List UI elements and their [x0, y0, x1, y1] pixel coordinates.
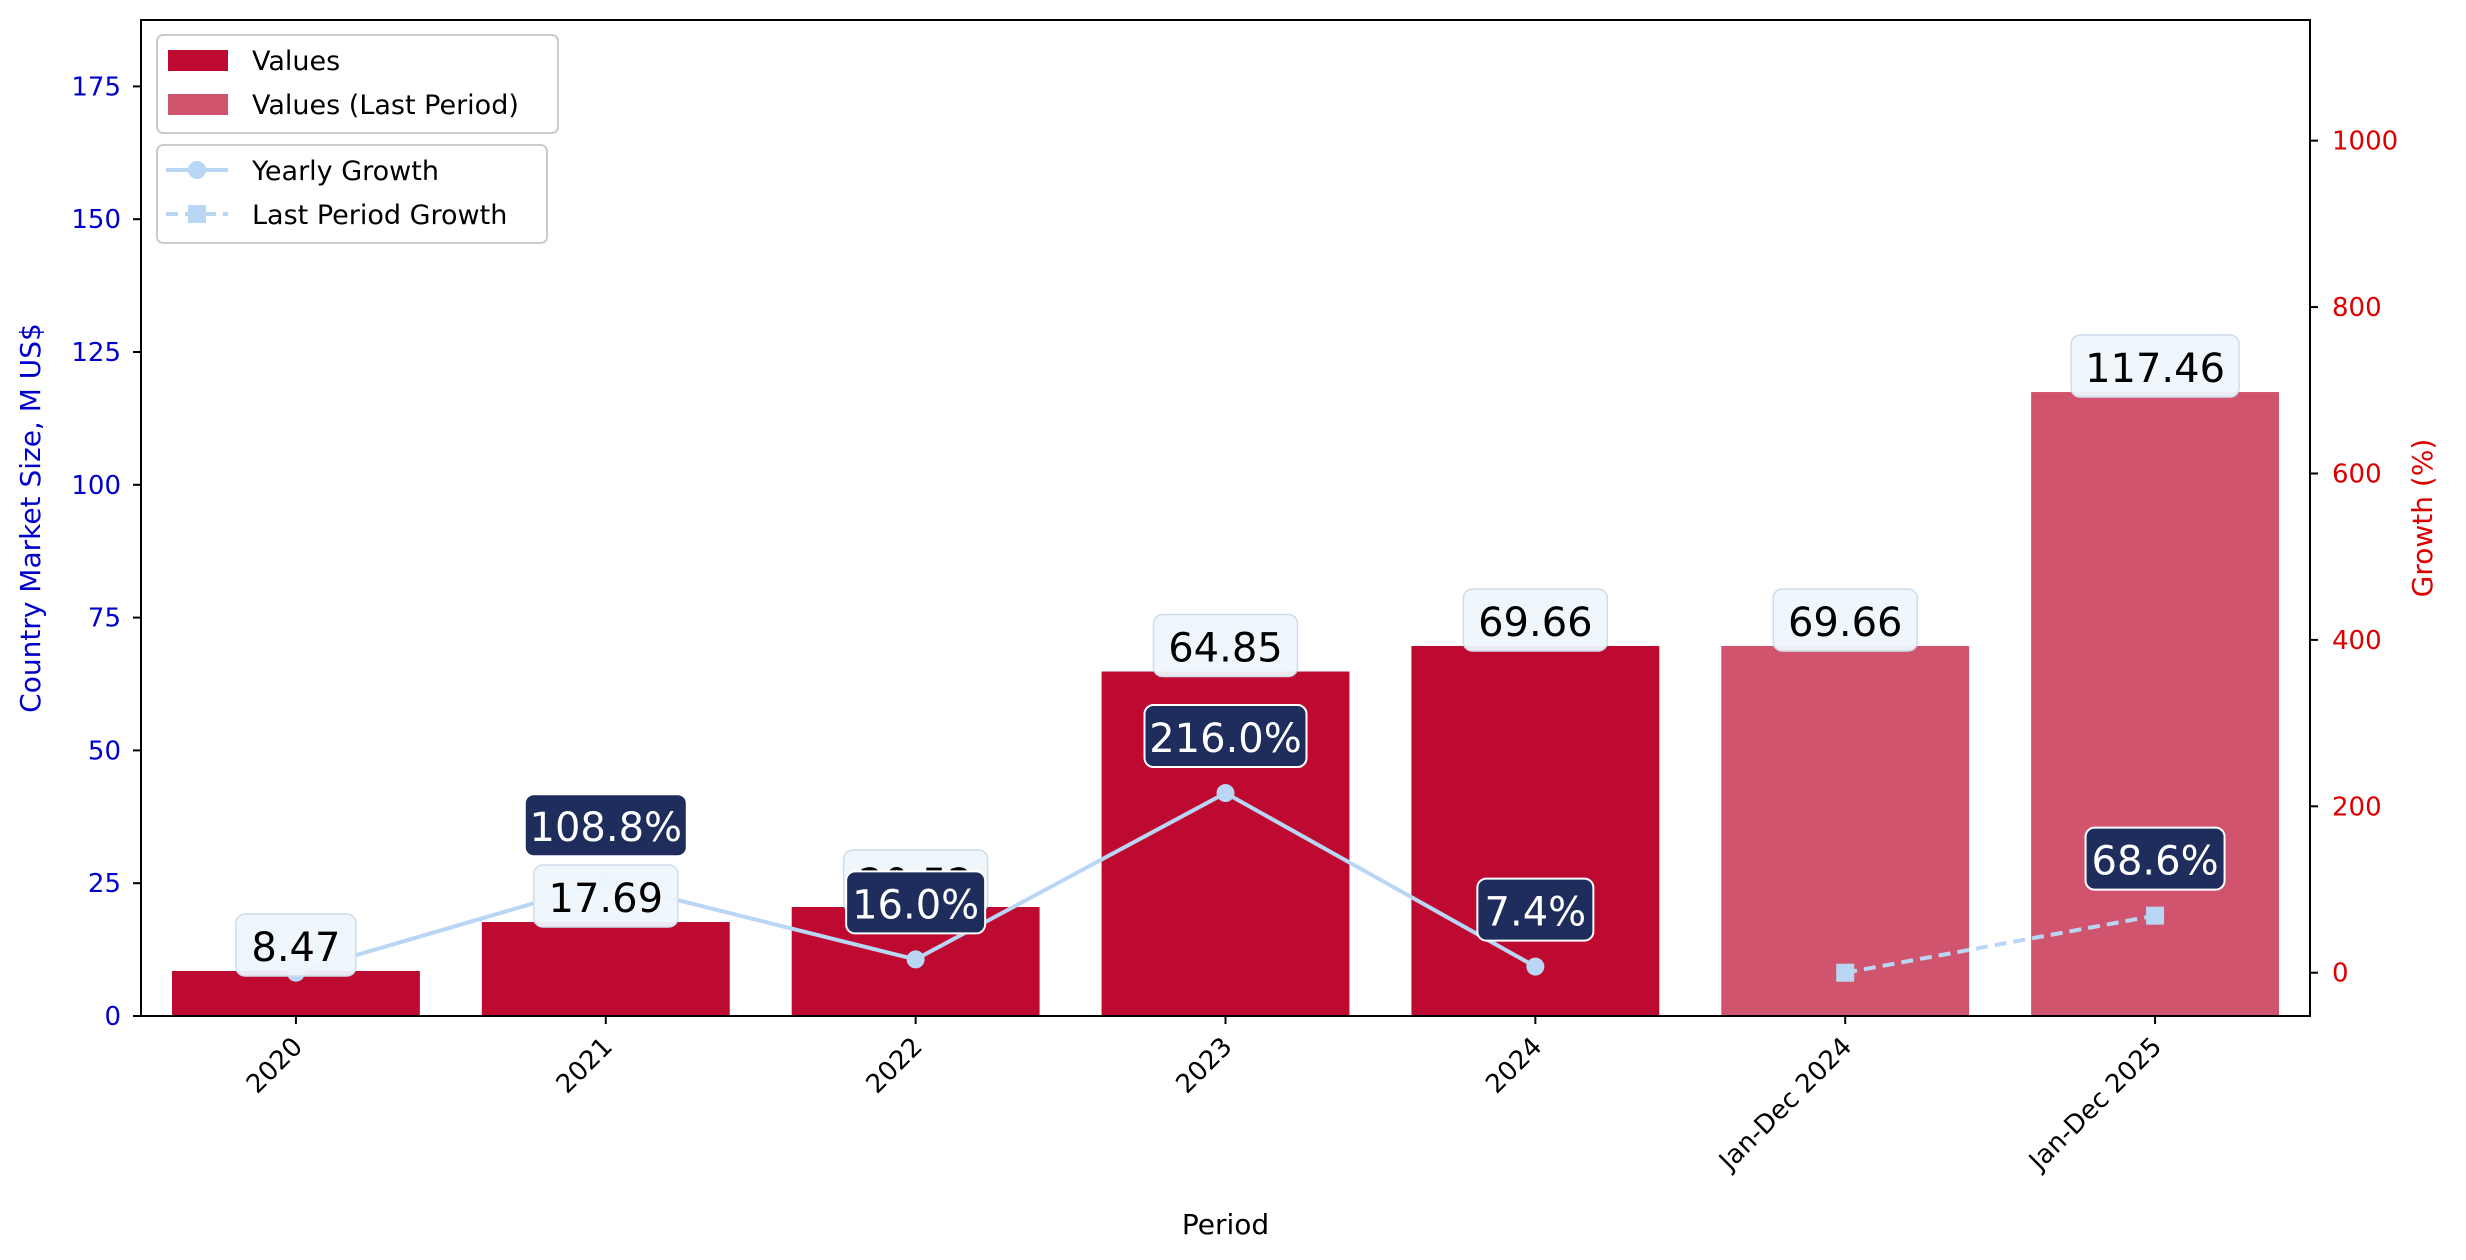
right-axis-tick-label: 0 — [2332, 959, 2349, 989]
yearly-growth-point — [1526, 957, 1545, 976]
growth-label: 108.8% — [530, 805, 683, 851]
value-label: 8.47 — [251, 925, 340, 971]
x-axis-tick-label: 2020 — [241, 1032, 309, 1100]
value-label: 64.85 — [1168, 626, 1283, 672]
value-label-box — [1462, 588, 1609, 652]
x-axis-tick-label: 2021 — [551, 1032, 619, 1100]
growth-label-box — [2084, 826, 2226, 891]
growth-label: 7.4% — [1485, 890, 1587, 936]
growth-label-box — [845, 870, 987, 935]
x-axis-title: Period — [1182, 1208, 1269, 1241]
value-label-box — [235, 913, 357, 977]
left-axis-title: Country Market Size, M US$ — [14, 323, 47, 713]
value-label: 117.46 — [2085, 346, 2225, 392]
legend-growth: Yearly Growth Last Period Growth — [156, 144, 548, 244]
right-axis-title: Growth (%) — [2406, 439, 2439, 598]
x-axis-tick-label: 2022 — [861, 1032, 929, 1100]
value-label-box — [1772, 588, 1918, 652]
yearly-growth-point — [906, 950, 925, 969]
value-label: 17.69 — [549, 876, 664, 922]
bar-2021 — [481, 922, 730, 1016]
legend-values-swatch — [168, 50, 228, 71]
legend-yearly-growth-label: Yearly Growth — [251, 156, 439, 187]
data-labels-layer: 8.4717.6920.5264.8569.6669.66117.46108.8… — [235, 334, 2240, 977]
x-axis-tick-label: 2023 — [1170, 1032, 1238, 1100]
growth-label-box — [1143, 704, 1308, 769]
legend-values-label: Values — [252, 46, 340, 77]
left-axis-tick-label: 75 — [88, 604, 121, 634]
legend-values: Values Values (Last Period) — [156, 34, 559, 134]
left-axis-tick-label: 0 — [104, 1002, 121, 1032]
legend-growth-frame — [156, 144, 548, 244]
right-axis-tick-label: 600 — [2332, 459, 2382, 489]
right-axis-tick-label: 200 — [2332, 792, 2382, 822]
growth-label: 68.6% — [2092, 839, 2219, 885]
legend-last-period-swatch — [168, 94, 228, 115]
growth-label: 216.0% — [1149, 716, 1302, 762]
value-label: 69.66 — [1478, 600, 1593, 646]
yearly-growth-point — [1216, 784, 1235, 803]
growth-label: 16.0% — [852, 882, 979, 928]
bar-2024 — [1411, 645, 1660, 1016]
legend-last-period-label: Values (Last Period) — [252, 90, 519, 121]
growth-label-box — [1476, 877, 1595, 942]
legend-last-period-growth-label: Last Period Growth — [252, 200, 507, 231]
x-axis-tick-label: 2024 — [1480, 1032, 1548, 1100]
last-period-growth-point — [1836, 963, 1855, 982]
right-axis-tick-label: 800 — [2332, 293, 2382, 323]
last-period-growth-point — [2146, 906, 2165, 925]
left-axis-tick-label: 125 — [71, 338, 121, 368]
last-period-growth-line — [1844, 913, 2156, 975]
left-axis-tick-label: 25 — [88, 869, 121, 899]
value-label-box — [1152, 613, 1299, 678]
left-axis-tick-label: 175 — [71, 72, 121, 102]
legend-yearly-growth-marker — [188, 161, 206, 179]
value-label: 69.66 — [1788, 600, 1903, 646]
value-label-box — [533, 864, 679, 928]
value-label-box — [2070, 334, 2240, 398]
left-axis-tick-label: 50 — [88, 736, 121, 766]
right-axis-tick-label: 400 — [2332, 626, 2382, 656]
growth-label-box — [523, 793, 688, 858]
left-axis-tick-label: 100 — [71, 471, 121, 501]
right-axis-tick-label: 1000 — [2332, 127, 2398, 157]
legend-values-frame — [156, 34, 559, 134]
bar-jan-dec-2024 — [1721, 645, 1970, 1016]
left-axis-tick-label: 150 — [71, 205, 121, 235]
x-axis-tick-label: Jan-Dec 2025 — [2022, 1032, 2168, 1178]
legend-last-period-growth-marker — [188, 205, 206, 223]
x-axis-tick-label: Jan-Dec 2024 — [1712, 1032, 1858, 1178]
